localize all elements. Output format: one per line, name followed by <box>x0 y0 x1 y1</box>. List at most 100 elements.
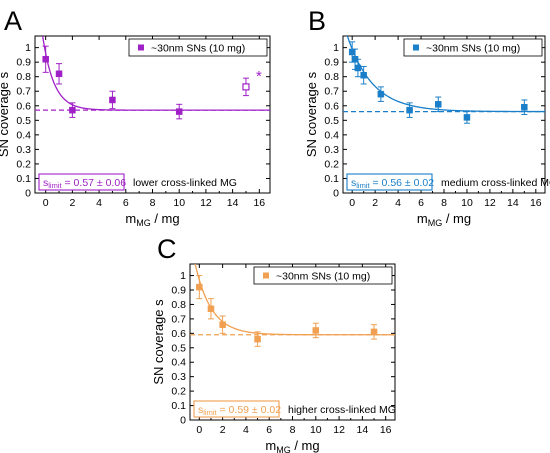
x-tick-label: 16 <box>380 424 392 436</box>
x-tick-label: 0 <box>196 424 202 436</box>
y-tick-label: 1 <box>333 42 339 54</box>
y-axis-label: SN coverage s <box>0 71 11 157</box>
fit-curve <box>346 36 545 113</box>
x-tick-label: 10 <box>461 197 473 209</box>
x-tick-label: 0 <box>43 197 49 209</box>
limit-label: slimit = 0.57 ± 0.06 <box>43 177 126 190</box>
legend-marker <box>413 44 419 51</box>
limit-box <box>193 400 280 418</box>
legend-label: ~30nm SNs (10 mg) <box>426 43 520 55</box>
data-point <box>360 72 367 79</box>
data-point <box>406 106 413 114</box>
limit-box <box>346 173 433 191</box>
y-tick-label: 0.1 <box>16 173 31 185</box>
x-axis-label: mMG / mg <box>265 438 319 453</box>
x-tick-label: 16 <box>253 197 265 209</box>
x-tick-label: 10 <box>173 197 185 209</box>
y-tick-label: 0.3 <box>324 144 339 156</box>
x-tick-label: 4 <box>395 197 401 209</box>
x-tick-label: 16 <box>530 197 542 209</box>
y-tick-label: 0.2 <box>324 158 339 170</box>
y-tick-label: 0.7 <box>16 86 31 98</box>
data-point <box>312 327 320 334</box>
fit-curve <box>194 264 395 336</box>
panel-letter: B <box>308 6 326 36</box>
y-tick-label: 0.7 <box>324 86 339 98</box>
legend-box <box>128 38 268 57</box>
y-tick-label: 0.3 <box>16 144 31 156</box>
crosslink-annotation: higher cross-linked MG <box>288 404 396 416</box>
data-point-open <box>242 83 250 91</box>
data-point <box>175 108 183 115</box>
x-tick-label: 2 <box>372 197 378 209</box>
y-tick-label: 0.5 <box>324 115 339 127</box>
y-tick-label: 0.6 <box>324 100 339 112</box>
legend-marker <box>263 272 269 279</box>
x-axis-label: mMG / mg <box>417 211 471 228</box>
y-tick-label: 0.4 <box>324 129 339 141</box>
y-tick-label: 1 <box>25 42 31 54</box>
data-point <box>207 305 215 313</box>
x-tick-label: 2 <box>220 424 226 436</box>
x-tick-label: 14 <box>357 424 369 436</box>
y-tick-label: 0.1 <box>171 400 186 412</box>
x-tick-label: 12 <box>200 197 212 209</box>
star-annotation: * <box>256 68 262 85</box>
data-point <box>69 106 76 114</box>
plot-frame <box>189 263 396 421</box>
data-point <box>42 56 49 63</box>
x-tick-label: 8 <box>290 424 296 436</box>
x-tick-label: 6 <box>123 197 129 209</box>
y-tick-label: 0.4 <box>16 129 31 141</box>
data-point <box>463 114 471 121</box>
panel-c: C 0 2 4 6 8 10 12 14 16 0 0.1 0.2 0.3 0.4 0.5 0.6 0.7 0.8 0… <box>151 234 396 453</box>
fit-curve <box>41 36 270 111</box>
legend-label: ~30nm SNs (10 mg) <box>276 271 370 283</box>
y-tick-label: 0 <box>25 188 31 200</box>
x-axis-label: mMG / mg <box>125 211 179 228</box>
x-tick-label: 6 <box>266 424 272 436</box>
data-point <box>196 283 203 291</box>
panel-letter: A <box>4 6 22 36</box>
x-tick-label: 2 <box>69 197 75 209</box>
limit-box <box>38 173 125 191</box>
data-point <box>109 96 116 104</box>
y-tick-label: 0.6 <box>171 328 186 340</box>
data-point <box>254 335 261 343</box>
y-tick-label: 0 <box>333 188 339 200</box>
y-tick-label: 0.2 <box>171 386 186 398</box>
data-point <box>377 90 385 98</box>
legend-box <box>253 266 393 285</box>
x-tick-label: 6 <box>418 197 424 209</box>
data-point <box>219 321 226 328</box>
x-tick-label: 8 <box>441 197 447 209</box>
y-tick-label: 0.6 <box>16 100 31 112</box>
y-tick-label: 0.9 <box>171 285 186 297</box>
plot-frame <box>34 35 271 194</box>
y-tick-label: 0 <box>180 415 186 427</box>
legend-box <box>403 38 543 57</box>
legend-label: ~30nm SNs (10 mg) <box>151 43 245 55</box>
y-tick-label: 0.4 <box>171 357 186 369</box>
y-tick-label: 1 <box>180 270 186 282</box>
y-tick-label: 0.9 <box>16 57 31 69</box>
x-tick-label: 12 <box>484 197 496 209</box>
data-point <box>435 101 442 108</box>
y-tick-label: 0.1 <box>324 173 339 185</box>
limit-label: slimit = 0.59 ± 0.02 <box>198 404 281 417</box>
x-tick-label: 4 <box>96 197 102 209</box>
panel-a: A 0 2 4 6 8 10 12 14 16 0 0.1 0.2 0.3 0.4 0.5 0.6 0.7 0.8 0… <box>0 6 271 228</box>
data-point <box>370 328 378 336</box>
panel-b: B 0 2 4 6 8 10 12 14 16 0 0.1 0.2 0.3 0.4 0.5 0.6 0.7 0.8 0… <box>304 6 550 228</box>
limit-label: slimit = 0.56 ± 0.02 <box>351 177 434 190</box>
y-tick-label: 0.8 <box>171 299 186 311</box>
data-point <box>354 64 362 72</box>
x-tick-label: 4 <box>243 424 249 436</box>
x-tick-label: 8 <box>150 197 156 209</box>
y-tick-label: 0.8 <box>324 71 339 83</box>
y-tick-label: 0.5 <box>171 342 186 354</box>
y-tick-label: 0.9 <box>324 57 339 69</box>
y-tick-label: 0.7 <box>171 313 186 325</box>
y-axis-label: SN coverage s <box>304 71 319 157</box>
